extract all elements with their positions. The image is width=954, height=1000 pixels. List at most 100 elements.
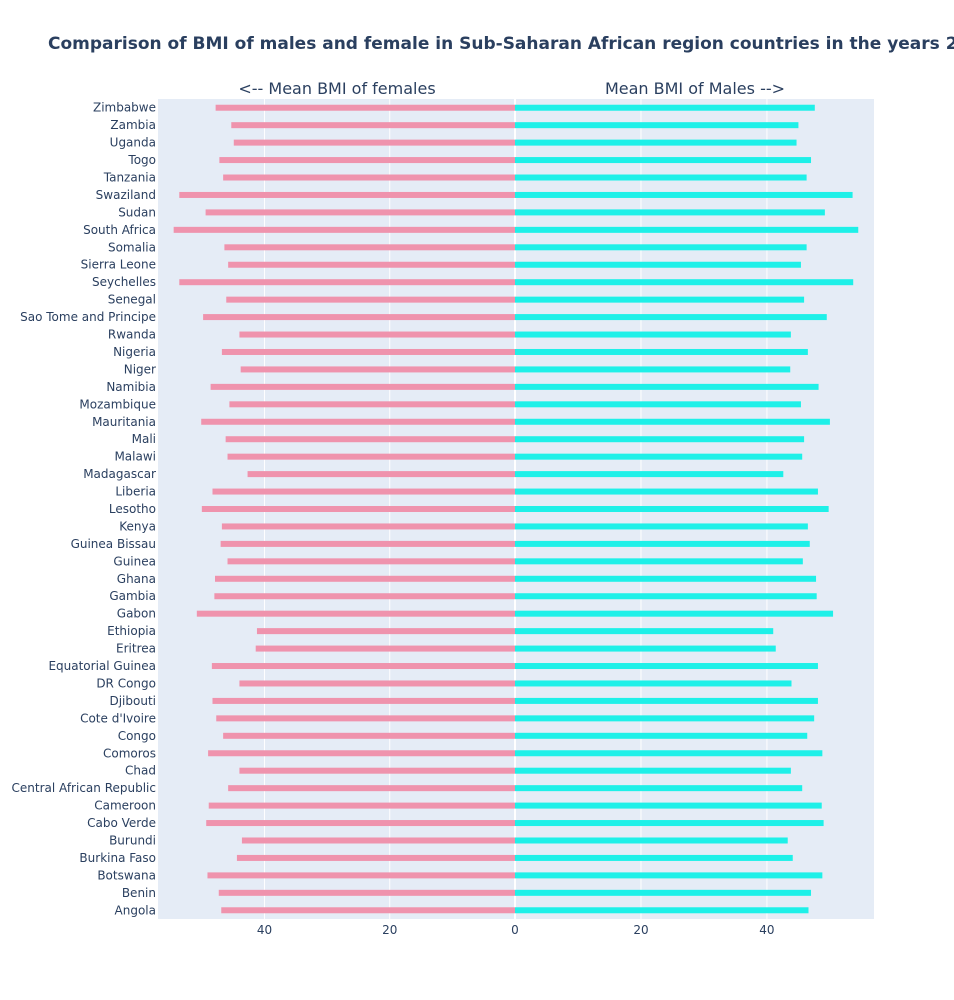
bar-female	[179, 191, 515, 198]
x-tick-label-female: 20	[382, 923, 397, 937]
x-tick-label-female: 40	[257, 923, 272, 937]
bar-female	[173, 226, 515, 233]
bar-female	[221, 907, 516, 914]
bar-male	[515, 366, 791, 373]
bar-female	[205, 209, 515, 216]
x-tick-label-male: 20	[633, 923, 648, 937]
bar-male	[515, 139, 797, 146]
bar-male	[515, 453, 803, 460]
bar-female	[223, 732, 515, 739]
bar-female	[211, 663, 515, 670]
country-label: Benin	[122, 886, 156, 900]
country-label: Niger	[124, 362, 156, 376]
country-label: Chad	[125, 764, 156, 778]
bar-male	[515, 279, 854, 286]
country-label: Lesotho	[109, 502, 156, 516]
country-label: Sudan	[118, 205, 156, 219]
country-label: Djibouti	[109, 694, 156, 708]
country-label: Malawi	[114, 450, 156, 464]
bar-male	[515, 506, 829, 512]
bar-male	[515, 750, 823, 757]
bar-female	[247, 471, 515, 478]
bar-female	[210, 383, 515, 390]
bar-male	[515, 104, 815, 111]
bar-male	[515, 907, 809, 914]
bar-male	[515, 575, 817, 582]
country-label: Zimbabwe	[93, 101, 156, 115]
bar-male	[515, 209, 825, 216]
country-label: Burkina Faso	[79, 851, 156, 865]
bar-male	[515, 523, 808, 530]
bar-female	[229, 401, 515, 408]
bar-female	[219, 157, 515, 164]
country-label: Tanzania	[103, 171, 156, 185]
bar-male	[515, 174, 807, 181]
country-label: Mozambique	[79, 397, 156, 411]
country-label: Kenya	[119, 519, 156, 533]
bar-female	[206, 820, 515, 827]
bar-female	[208, 802, 516, 809]
bar-female	[207, 872, 515, 879]
bar-male	[515, 872, 823, 879]
bar-male	[515, 331, 791, 338]
bar-female	[233, 139, 515, 146]
bars	[173, 104, 859, 914]
country-label: Togo	[127, 153, 156, 167]
bar-male	[515, 540, 810, 547]
country-label: Angola	[115, 903, 156, 917]
bar-male	[515, 191, 853, 198]
x-tick-labels: 40 20 0 20 40	[257, 923, 775, 937]
bar-male	[515, 645, 776, 652]
bar-female	[212, 697, 515, 704]
chart-title: Comparison of BMI of males and female in…	[48, 34, 954, 54]
country-label: Guinea	[113, 554, 156, 568]
country-label: Uganda	[110, 136, 156, 150]
bar-female	[255, 645, 515, 652]
country-label: Madagascar	[83, 467, 156, 481]
country-label: Gabon	[117, 607, 156, 621]
bar-female	[227, 453, 515, 460]
bar-female	[212, 488, 515, 495]
country-label: Botswana	[97, 868, 156, 882]
bar-female	[218, 889, 515, 896]
bar-male	[515, 837, 788, 844]
bar-male	[515, 732, 808, 739]
bar-female	[203, 314, 516, 321]
bar-male	[515, 226, 859, 233]
bar-male	[515, 680, 792, 687]
bar-female	[221, 523, 515, 530]
bar-male	[515, 436, 805, 443]
country-label: Seychelles	[92, 275, 156, 289]
bar-male	[515, 785, 803, 792]
bar-female	[196, 610, 515, 617]
bar-female	[220, 540, 515, 547]
bar-male	[515, 157, 812, 164]
country-label: Zambia	[110, 118, 156, 132]
country-label: Central African Republic	[12, 781, 156, 795]
country-label: Burundi	[109, 833, 156, 847]
bar-female	[208, 750, 515, 757]
country-label: Cabo Verde	[87, 816, 156, 830]
bar-male	[515, 261, 801, 268]
bar-male	[515, 593, 817, 600]
bar-female	[241, 837, 515, 844]
country-label: DR Congo	[96, 676, 156, 690]
bar-female	[221, 348, 515, 355]
male-axis-title: Mean BMI of Males -->	[605, 79, 785, 98]
bar-female	[215, 104, 516, 111]
bar-female	[240, 366, 515, 373]
bar-male	[515, 296, 805, 303]
country-label: Equatorial Guinea	[48, 659, 156, 673]
country-labels: Zimbabwe Zambia Uganda Togo Tanzania Swazilan…	[12, 101, 157, 918]
country-label: Guinea Bissau	[71, 537, 156, 551]
country-label: Congo	[118, 729, 156, 743]
x-tick-label-female: 0	[511, 923, 519, 937]
bar-male	[515, 314, 827, 321]
country-label: Cote d'Ivoire	[80, 711, 156, 725]
bar-female	[239, 680, 515, 687]
bar-male	[515, 401, 801, 408]
country-label: Sierra Leone	[81, 258, 156, 272]
bar-male	[515, 889, 812, 896]
bar-female	[179, 279, 515, 286]
